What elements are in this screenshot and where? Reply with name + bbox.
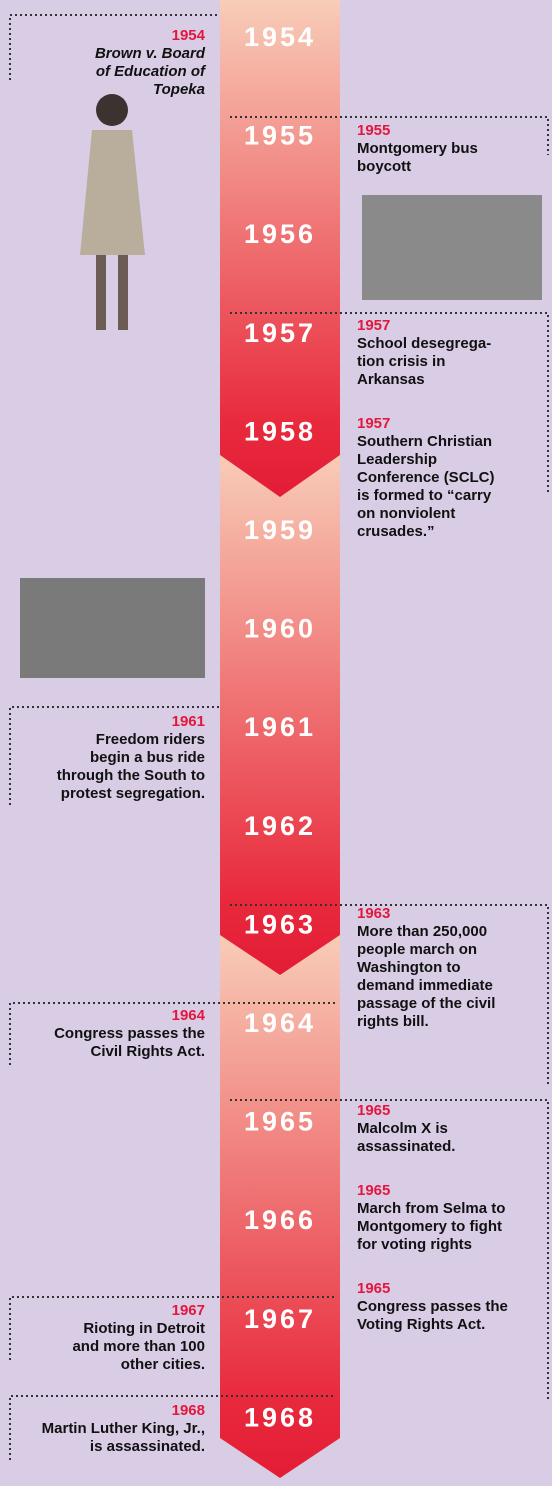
event-year: 1965 [357, 1280, 390, 1297]
event-text: through the South to [57, 767, 205, 784]
event-text: rights bill. [357, 1013, 429, 1030]
event-text: Malcolm X is [357, 1120, 448, 1137]
event-text: Voting Rights Act. [357, 1316, 485, 1333]
event-text: Conference (SCLC) [357, 469, 495, 486]
event-text: Topeka [153, 81, 205, 98]
year-label: 1967 [244, 1304, 316, 1334]
event-year: 1963 [357, 905, 390, 922]
event-text: of Education of [96, 63, 207, 80]
photo-boycott [362, 195, 542, 300]
year-label: 1957 [244, 318, 316, 348]
event-year: 1961 [172, 713, 205, 730]
event-text: Congress passes the [54, 1025, 205, 1042]
event-text: demand immediate [357, 977, 493, 994]
year-label: 1968 [244, 1402, 316, 1432]
event-text: for voting rights [357, 1236, 472, 1253]
photo-freedom-riders [20, 578, 205, 678]
event-text: assassinated. [357, 1138, 455, 1155]
event-text: boycott [357, 158, 411, 175]
event-text: Rioting in Detroit [83, 1320, 205, 1337]
year-label: 1961 [244, 712, 316, 742]
event-year: 1954 [172, 27, 206, 44]
event-text: Washington to [357, 959, 461, 976]
event-text: March from Selma to [357, 1200, 505, 1217]
year-label: 1955 [244, 121, 316, 151]
year-label: 1960 [244, 614, 316, 644]
event-text: More than 250,000 [357, 923, 487, 940]
event-text: Arkansas [357, 371, 425, 388]
year-label: 1966 [244, 1205, 316, 1235]
event-text: people march on [357, 941, 477, 958]
year-label: 1963 [244, 909, 316, 939]
event-year: 1957 [357, 317, 390, 334]
event-text: Martin Luther King, Jr., [42, 1420, 205, 1437]
event-text: begin a bus ride [90, 749, 205, 766]
event-text: Brown v. Board [95, 45, 206, 62]
event-text: and more than 100 [72, 1338, 205, 1355]
event-text: on nonviolent [357, 505, 455, 522]
event-year: 1965 [357, 1102, 390, 1119]
event-text: other cities. [121, 1356, 205, 1373]
year-label: 1958 [244, 416, 316, 446]
event-year: 1967 [172, 1302, 205, 1319]
event-text: crusades.” [357, 523, 435, 540]
event-text: Southern Christian [357, 433, 492, 450]
event-text: Freedom riders [96, 731, 205, 748]
event-text: passage of the civil [357, 995, 495, 1012]
timeline: 1954 1955 1956 1957 1958 1959 1960 1961 1962 1963… [0, 0, 552, 1486]
year-label: 1959 [244, 515, 316, 545]
event-text: is formed to “carry [357, 487, 492, 504]
year-label: 1956 [244, 219, 316, 249]
event-year: 1964 [172, 1007, 206, 1024]
event-text: tion crisis in [357, 353, 445, 370]
event-year: 1955 [357, 122, 390, 139]
event-year: 1957 [357, 415, 390, 432]
year-label: 1962 [244, 811, 316, 841]
event-text: Leadership [357, 451, 437, 468]
event-text: Civil Rights Act. [91, 1043, 205, 1060]
event-year: 1965 [357, 1182, 390, 1199]
event-year: 1968 [172, 1402, 205, 1419]
year-label: 1954 [244, 22, 316, 52]
year-label: 1964 [244, 1008, 316, 1038]
event-text: protest segregation. [61, 785, 205, 802]
event-text: Montgomery to fight [357, 1218, 502, 1235]
event-text: Congress passes the [357, 1298, 508, 1315]
event-text: is assassinated. [90, 1438, 205, 1455]
event-text: Montgomery bus [357, 140, 478, 157]
event-text: School desegrega- [357, 335, 491, 352]
year-label: 1965 [244, 1107, 316, 1137]
